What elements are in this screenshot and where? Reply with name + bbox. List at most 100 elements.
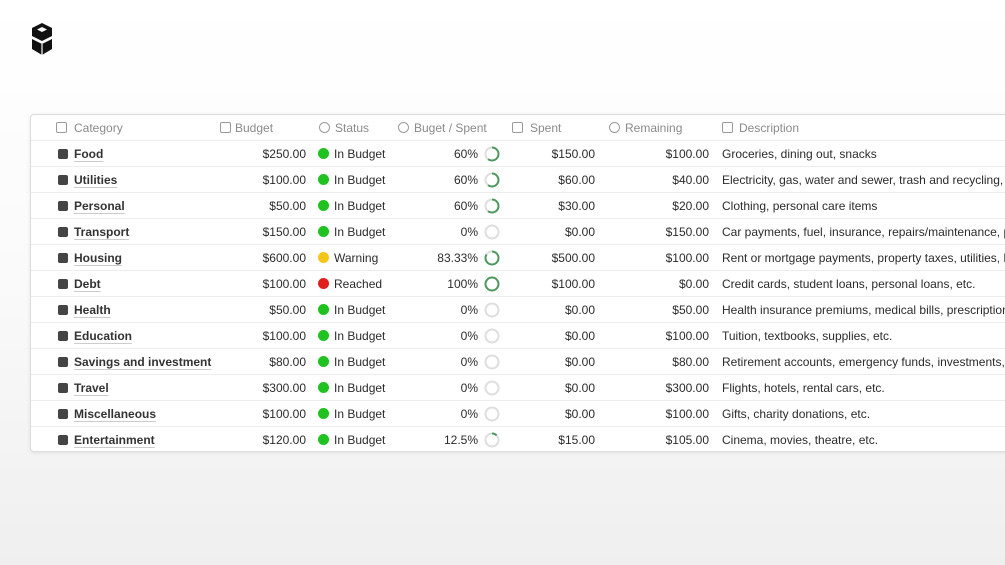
category-link[interactable]: Travel <box>74 381 109 395</box>
budget: $300.00 <box>262 381 306 395</box>
ratio: 60% <box>453 199 478 213</box>
progress-ring <box>484 146 500 162</box>
description: Clothing, personal care items <box>722 199 878 213</box>
row-icon <box>58 175 68 185</box>
description: Electricity, gas, water and sewer, trash… <box>722 173 1005 187</box>
spent: $0.00 <box>564 225 595 239</box>
ratio: 0% <box>460 225 478 239</box>
ratio: 0% <box>460 355 478 369</box>
description: Car payments, fuel, insurance, repairs/m… <box>722 225 1005 239</box>
row-icon <box>58 383 68 393</box>
status: Reached <box>334 277 383 291</box>
row-line <box>31 166 1005 167</box>
category-link[interactable]: Savings and investment <box>74 355 212 369</box>
row-icon <box>58 305 68 315</box>
status: In Budget <box>334 355 386 369</box>
remaining: $100.00 <box>665 251 709 265</box>
budget: $150.00 <box>262 225 306 239</box>
status-dot <box>318 304 329 315</box>
status: In Budget <box>334 407 386 421</box>
spent: $0.00 <box>564 381 595 395</box>
remaining: $105.00 <box>665 433 709 447</box>
row-icon <box>58 227 68 237</box>
ring-progress <box>484 146 500 162</box>
row-icon <box>58 149 68 159</box>
header-icon <box>56 122 67 133</box>
category-link[interactable]: Education <box>74 329 133 343</box>
ring-progress <box>484 250 500 266</box>
status-dot <box>318 226 329 237</box>
status: In Budget <box>334 199 386 213</box>
header-line <box>31 140 1005 141</box>
spent: $150.00 <box>551 147 595 161</box>
row-icon <box>58 279 68 289</box>
budget-table: Category Budget Status Buget / Spent Spent Re… <box>30 114 1005 452</box>
remaining: $20.00 <box>672 199 709 213</box>
status-dot <box>318 174 329 185</box>
spent: $60.00 <box>558 173 595 187</box>
row-icon <box>58 435 68 445</box>
category-link[interactable]: Entertainment <box>74 433 155 447</box>
status: In Budget <box>334 173 386 187</box>
ratio: 60% <box>453 147 478 161</box>
progress-ring <box>484 354 500 370</box>
ratio: 0% <box>460 381 478 395</box>
row-line <box>31 400 1005 401</box>
category-link[interactable]: Health <box>74 303 111 317</box>
progress-ring <box>484 172 500 188</box>
status-dot <box>318 330 329 341</box>
progress-ring <box>484 276 500 292</box>
status-dot <box>318 278 329 289</box>
row-line <box>31 218 1005 219</box>
description: Tuition, textbooks, supplies, etc. <box>722 329 893 343</box>
category-link[interactable]: Debt <box>74 277 101 291</box>
progress-ring <box>484 198 500 214</box>
progress-ring <box>484 302 500 318</box>
remaining: $150.00 <box>665 225 709 239</box>
progress-ring <box>484 328 500 344</box>
status: In Budget <box>334 303 386 317</box>
ring-progress <box>484 276 500 292</box>
row-line <box>31 426 1005 427</box>
row-icon <box>58 331 68 341</box>
ring-progress <box>484 432 500 448</box>
column-header: Status <box>335 121 370 135</box>
column-header: Category <box>74 121 123 135</box>
description: Retirement accounts, emergency funds, in… <box>722 355 1005 369</box>
budget: $100.00 <box>262 277 306 291</box>
spent: $100.00 <box>551 277 595 291</box>
category-link[interactable]: Transport <box>74 225 130 239</box>
ring-progress <box>484 198 500 214</box>
spent: $0.00 <box>564 407 595 421</box>
progress-ring <box>484 224 500 240</box>
header-icon <box>319 122 330 133</box>
category-link[interactable]: Miscellaneous <box>74 407 157 421</box>
row-line <box>31 192 1005 193</box>
status-dot <box>318 382 329 393</box>
budget: $120.00 <box>262 433 306 447</box>
spent: $0.00 <box>564 355 595 369</box>
budget: $50.00 <box>269 199 306 213</box>
category-link[interactable]: Personal <box>74 199 125 213</box>
status: In Budget <box>334 381 386 395</box>
row-icon <box>58 357 68 367</box>
remaining: $100.00 <box>665 147 709 161</box>
column-header: Budget <box>235 121 274 135</box>
status: In Budget <box>334 147 386 161</box>
description: Health insurance premiums, medical bills… <box>722 303 1005 317</box>
status-dot <box>318 200 329 211</box>
remaining: $300.00 <box>665 381 709 395</box>
spent: $0.00 <box>564 329 595 343</box>
budget: $80.00 <box>269 355 306 369</box>
category-link[interactable]: Food <box>74 147 104 161</box>
ratio: 83.33% <box>437 251 478 265</box>
category-link[interactable]: Housing <box>74 251 122 265</box>
category-link[interactable]: Utilities <box>74 173 118 187</box>
row-line <box>31 296 1005 297</box>
remaining: $0.00 <box>678 277 709 291</box>
description: Credit cards, student loans, personal lo… <box>722 277 976 291</box>
progress-ring <box>484 380 500 396</box>
remaining: $80.00 <box>672 355 709 369</box>
ring-progress <box>484 172 500 188</box>
status-dot <box>318 356 329 367</box>
